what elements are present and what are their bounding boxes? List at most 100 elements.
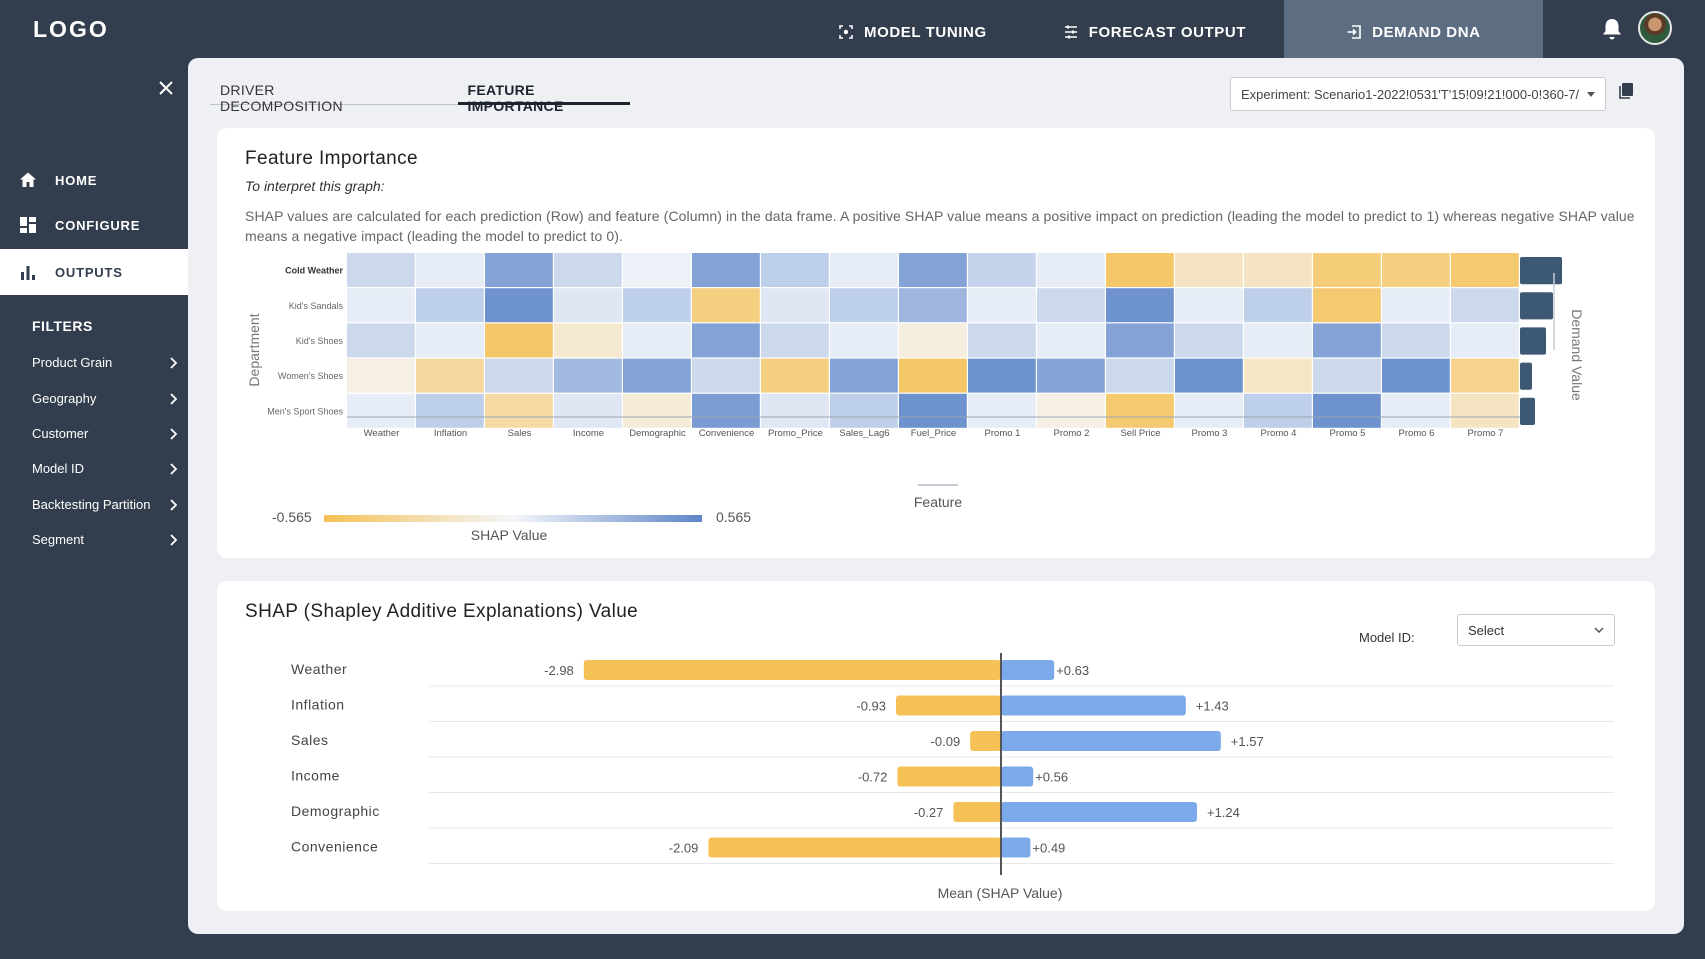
negative-bar [897,766,1001,787]
sidebar-item-label: HOME [55,172,98,188]
positive-value-label: +1.24 [1207,805,1240,820]
demand-value-bar [1520,257,1562,285]
heatmap-cell [830,393,898,428]
y-tick-label: Kid's Shoes [296,336,344,346]
sidebar-item-label: OUTPUTS [55,264,123,280]
tab-model-tuning[interactable]: MODEL TUNING [800,0,1025,64]
heatmap-cell [761,393,829,428]
heatmap-cell [1175,323,1243,358]
heatmap-cell [1244,358,1312,393]
heatmap-cell [968,323,1036,358]
feature-importance-card: Feature Importance To interpret this gra… [217,128,1655,558]
main-panel: DRIVER DECOMPOSITION FEATURE IMPORTANCE … [188,58,1684,934]
y-tick-label: Men's Sport Shoes [267,406,343,416]
heatmap-cell [554,393,622,428]
tab-feature-importance[interactable]: FEATURE IMPORTANCE [457,82,630,114]
filter-segment[interactable]: Segment [32,532,178,547]
sidebar-item-configure[interactable]: CONFIGURE [0,202,188,248]
heatmap-cell [1244,393,1312,428]
x-tick-label: Promo_Price [768,428,823,439]
heatmap-cell [485,358,553,393]
tab-demand-dna[interactable]: DEMAND DNA [1284,0,1543,64]
x-tick-label: Promo 6 [1399,428,1435,439]
filter-product-grain[interactable]: Product Grain [32,355,178,370]
filter-label: Segment [32,532,85,547]
heatmap-cell [1313,253,1381,287]
chevron-right-icon [170,427,178,440]
heatmap-cell [692,358,760,393]
filter-customer[interactable]: Customer [32,426,178,441]
heatmap-cell [1382,393,1450,428]
filter-label: Backtesting Partition [32,497,151,512]
x-tick-label: Promo 4 [1261,428,1297,439]
filter-model-id[interactable]: Model ID [32,461,178,476]
heatmap-cell [761,288,829,323]
heatmap-cell [347,288,415,323]
positive-bar [1001,695,1186,716]
model-id-select[interactable]: Select [1457,614,1615,646]
filters-title: FILTERS [32,318,93,334]
heatmap-cell [623,323,691,358]
filter-backtesting-partition[interactable]: Backtesting Partition [32,497,178,512]
heatmap-cell [1382,288,1450,323]
filter-geography[interactable]: Geography [32,391,178,406]
category-label: Convenience [291,839,378,855]
negative-value-label: -0.93 [856,699,886,714]
positive-value-label: +0.56 [1035,770,1068,785]
heatmap-cell [416,358,484,393]
close-icon[interactable] [157,79,175,97]
heatmap-cell [1175,358,1243,393]
sidebar-item-label: CONFIGURE [55,217,141,233]
positive-value-label: +1.57 [1231,734,1264,749]
negative-bar [970,731,1001,751]
negative-value-label: -2.09 [669,841,699,856]
tab-driver-decomposition[interactable]: DRIVER DECOMPOSITION [220,82,343,114]
heatmap-cell [830,358,898,393]
caret-down-icon [1587,91,1595,97]
positive-value-label: +0.49 [1032,841,1065,856]
heatmap-cell [1382,253,1450,287]
logo[interactable]: LOGO [33,16,109,42]
heatmap-cell [1382,358,1450,393]
heatmap-cell [899,253,967,287]
heatmap-cell [1037,253,1105,287]
filter-label: Product Grain [32,355,113,370]
heatmap-cell [1037,358,1105,393]
top-nav: MODEL TUNING FORECAST OUTPUT DEMAND DNA [800,0,1543,64]
copy-icon[interactable] [1618,82,1634,100]
heatmap-cell [1313,393,1381,428]
heatmap-chart: Weather Inflation Sales Income Demographic Co… [246,253,1585,543]
experiment-select[interactable]: Experiment: Scenario1-2022!0531'T'15!09!… [1230,77,1606,111]
category-label: Inflation [291,697,345,713]
heatmap-cell [692,288,760,323]
x-tick-label: Promo 2 [1054,428,1090,439]
heatmap-cell [968,393,1036,428]
card-subtitle: To interpret this graph: [245,178,385,194]
tab-label: DEMAND DNA [1372,23,1481,41]
colorbar-min-label: -0.565 [272,509,312,525]
model-id-label: Model ID: [1359,630,1415,645]
sidebar-item-home[interactable]: HOME [0,157,188,203]
positive-bar [1001,837,1031,858]
sidebar-item-outputs[interactable]: OUTPUTS [0,249,188,295]
positive-value-label: +0.63 [1056,663,1089,678]
heatmap-cell [761,358,829,393]
heatmap-cell [1451,323,1519,358]
shap-value-card: SHAP (Shapley Additive Explanations) Val… [217,581,1655,911]
x-tick-label: Sales_Lag6 [839,428,889,439]
heatmap-cell [1106,393,1174,428]
heatmap-cell [1244,253,1312,287]
x-axis-title: Mean (SHAP Value) [938,885,1063,901]
positive-value-label: +1.43 [1196,699,1229,714]
negative-value-label: -0.72 [858,770,888,785]
negative-value-label: -0.09 [931,734,961,749]
x-tick-label: Demographic [629,428,686,439]
avatar[interactable] [1638,11,1672,45]
tab-forecast-output[interactable]: FORECAST OUTPUT [1025,0,1284,64]
positive-bar [1001,731,1221,751]
x-tick-label: Sell Price [1120,428,1160,439]
bell-icon[interactable] [1601,17,1623,41]
chevron-right-icon [170,533,178,546]
heatmap-cell [1451,358,1519,393]
heatmap-cell [1106,253,1174,287]
